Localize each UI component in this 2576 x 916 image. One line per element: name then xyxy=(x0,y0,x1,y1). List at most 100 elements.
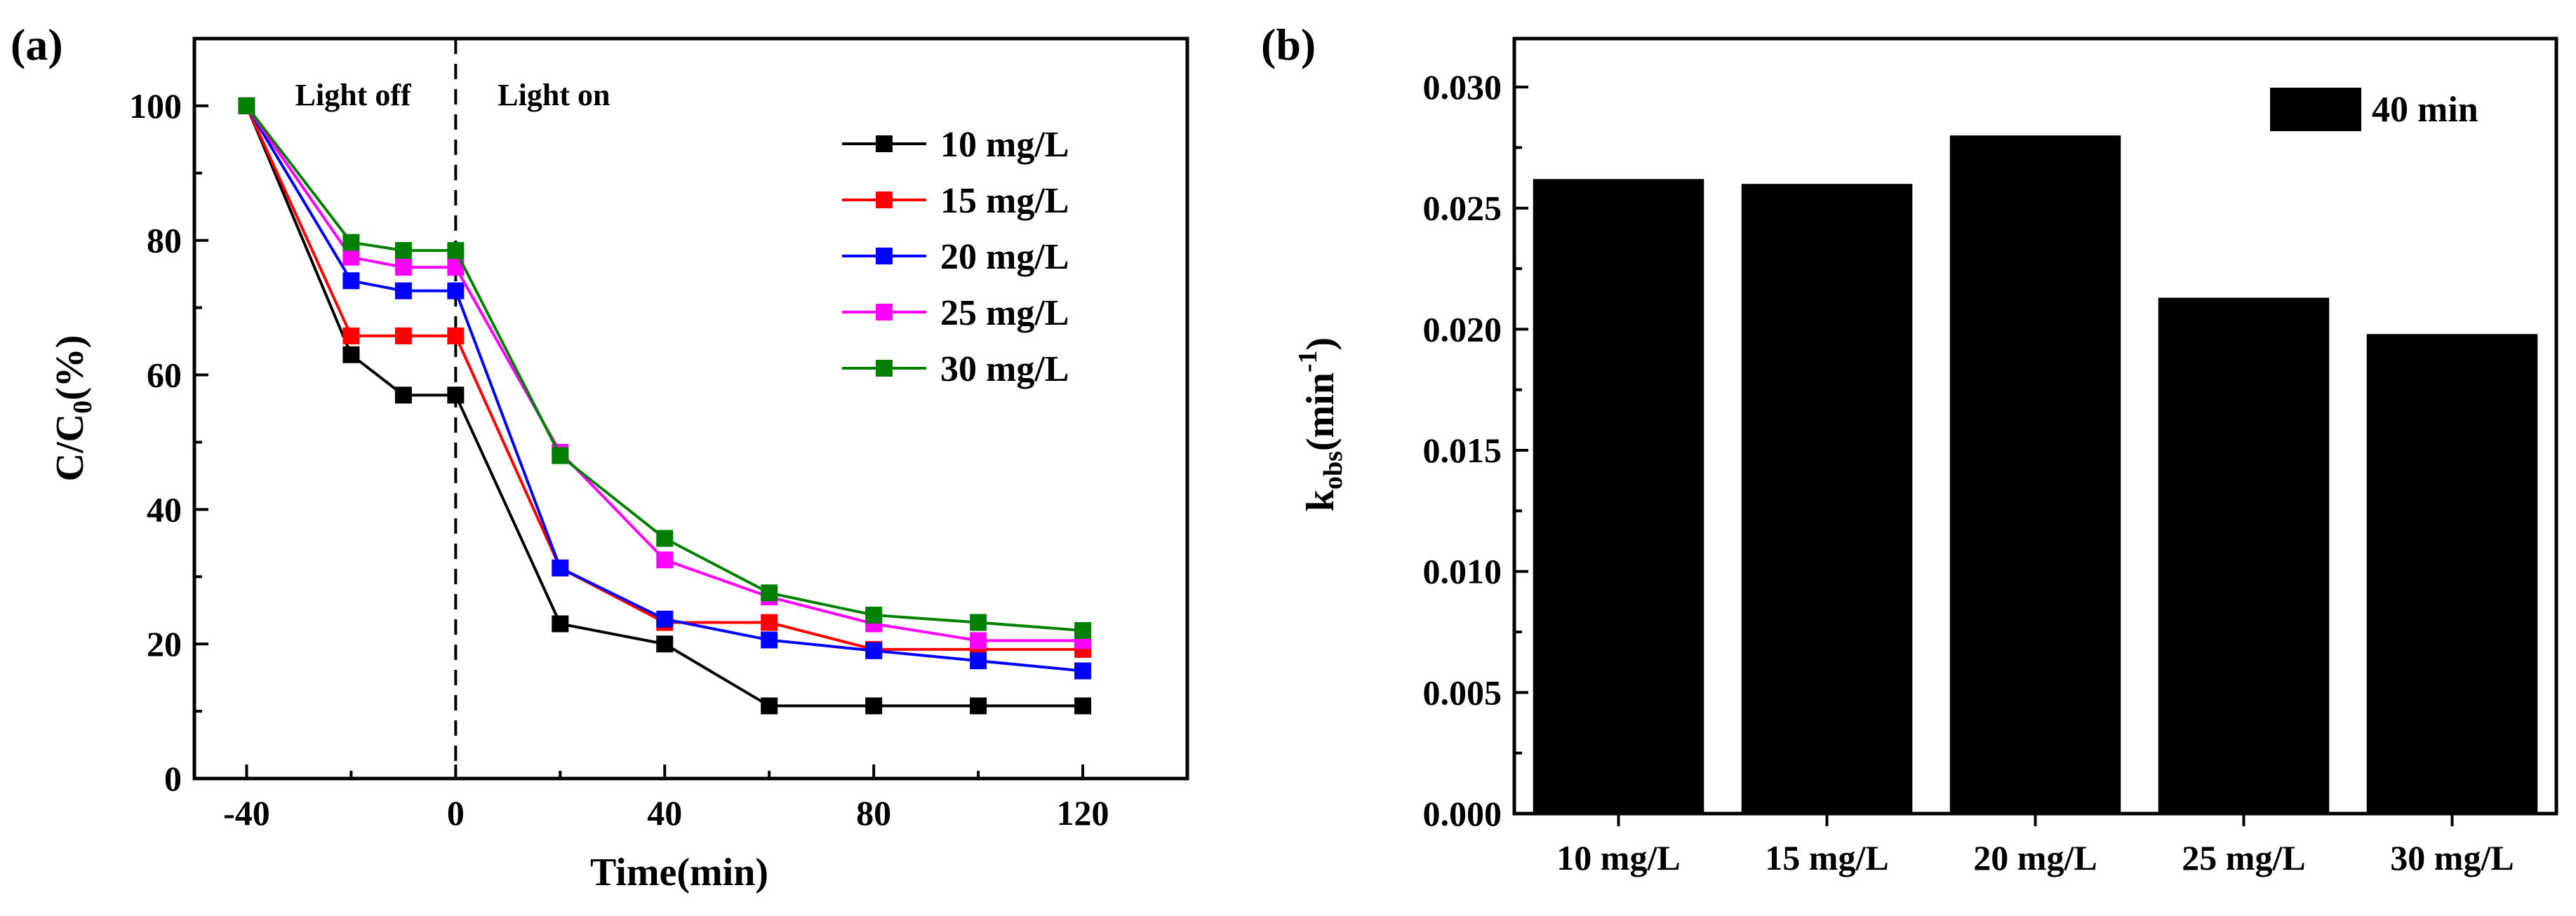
legend-label: 20 mg/L xyxy=(940,237,1069,277)
bar-group xyxy=(1533,135,2538,814)
bar xyxy=(2158,297,2330,814)
y-tick-label-a: 0 xyxy=(164,759,182,798)
data-point xyxy=(342,248,360,266)
y-tick-label-a: 100 xyxy=(129,86,182,126)
legend-swatch-marker xyxy=(876,248,893,264)
data-point xyxy=(656,551,674,569)
y-tick-label-b: 0.000 xyxy=(1423,794,1502,833)
data-point xyxy=(552,615,569,633)
data-point xyxy=(761,697,778,715)
legend-label: 10 mg/L xyxy=(940,125,1069,165)
x-axis-ticks-a: -40 0 40 80 120 xyxy=(223,765,1109,833)
bar-chart-panel-b: (b) 0.0000.0050.0100.0150.0200.0250.030 … xyxy=(1261,20,2558,877)
y-axis-title-b-tail: (min xyxy=(1299,372,1342,451)
data-point xyxy=(342,272,360,290)
x-tick-label-b: 10 mg/L xyxy=(1556,838,1680,877)
data-point xyxy=(394,242,412,260)
data-point xyxy=(447,386,465,404)
data-point xyxy=(761,614,778,631)
bar xyxy=(1533,179,1704,814)
x-tick-label-a: 80 xyxy=(856,793,891,833)
data-point xyxy=(552,447,569,464)
y-tick-label-a: 60 xyxy=(147,356,182,395)
y-tick-label-a: 40 xyxy=(147,490,182,529)
data-point xyxy=(342,346,360,363)
data-point xyxy=(342,234,360,251)
y-tick-label-b: 0.010 xyxy=(1423,552,1502,591)
x-axis-title-a: Time(min) xyxy=(590,851,768,894)
x-axis-ticks-b: 10 mg/L 15 mg/L 20 mg/L 25 mg/L 30 mg/L xyxy=(1556,814,2514,877)
legend-label: 30 mg/L xyxy=(940,349,1069,389)
light-off-annotation: Light off xyxy=(295,78,412,112)
y-axis-title-b-sub: obs xyxy=(1319,451,1348,490)
data-point xyxy=(970,614,987,631)
y-axis-title-a-tail: (%) xyxy=(48,335,92,400)
series-line xyxy=(245,105,1083,632)
data-point xyxy=(238,97,255,114)
data-point xyxy=(447,242,465,260)
data-point xyxy=(447,282,465,299)
data-point xyxy=(1074,622,1092,639)
x-tick-label-b: 20 mg/L xyxy=(1973,838,2097,877)
x-tick-label-a: -40 xyxy=(223,793,270,833)
y-axis-title-b-sup: -1 xyxy=(1293,350,1323,372)
x-tick-label-a: 120 xyxy=(1057,793,1109,833)
data-point xyxy=(865,642,883,659)
y-axis-title-a-main: C/C xyxy=(48,414,92,481)
data-point xyxy=(394,386,412,404)
y-tick-label-a: 20 xyxy=(147,624,182,664)
legend-label: 25 mg/L xyxy=(940,293,1069,333)
data-point xyxy=(447,327,465,344)
light-on-annotation: Light on xyxy=(498,78,610,112)
legend-swatch-marker xyxy=(876,304,893,321)
series-line xyxy=(245,105,1083,642)
data-point xyxy=(970,697,987,715)
data-point xyxy=(656,610,674,628)
legend-b: 40 min xyxy=(2270,88,2478,131)
legend-label: 40 min xyxy=(2372,90,2478,130)
series-line xyxy=(245,105,1083,708)
y-axis-title-b-close: ) xyxy=(1299,337,1342,351)
y-tick-label-b: 0.025 xyxy=(1423,189,1502,228)
y-tick-label-b: 0.020 xyxy=(1423,309,1502,349)
x-tick-label-b: 25 mg/L xyxy=(2182,838,2305,877)
panel-label-b: (b) xyxy=(1261,20,1316,69)
data-point xyxy=(342,327,360,344)
y-axis-title-a: C/C0(%) xyxy=(48,335,98,482)
data-point xyxy=(865,606,883,624)
series-line xyxy=(245,105,1083,673)
data-point xyxy=(552,559,569,577)
data-point xyxy=(1074,662,1092,680)
y-axis-title-a-sub: 0 xyxy=(68,400,98,414)
x-tick-label-a: 0 xyxy=(447,793,465,833)
data-point xyxy=(761,584,778,602)
legend-swatch-marker xyxy=(876,191,893,208)
line-series-group xyxy=(238,97,1092,715)
bar xyxy=(1741,184,1913,814)
panel-label-a: (a) xyxy=(11,20,63,69)
legend-swatch-marker xyxy=(876,135,893,152)
y-tick-label-b: 0.030 xyxy=(1423,67,1502,107)
data-point xyxy=(394,282,412,299)
x-tick-label-a: 40 xyxy=(647,793,682,833)
data-point xyxy=(865,697,883,715)
data-point xyxy=(394,259,412,276)
series-25-mg-l xyxy=(238,97,1092,649)
bar xyxy=(1949,135,2121,814)
data-point xyxy=(970,632,987,649)
y-tick-label-a: 80 xyxy=(147,221,182,260)
legend-swatch-marker xyxy=(876,360,893,377)
data-point xyxy=(761,631,778,649)
bar xyxy=(2366,334,2538,814)
plot-frame-b xyxy=(1512,36,2558,816)
x-tick-label-b: 15 mg/L xyxy=(1765,838,1888,877)
series-30-mg-l xyxy=(238,97,1092,639)
y-tick-label-b: 0.015 xyxy=(1423,431,1502,470)
legend-a: 10 mg/L 15 mg/L 20 mg/L 25 mg/L 30 mg/L xyxy=(842,125,1069,389)
data-point xyxy=(394,327,412,344)
x-tick-label-b: 30 mg/L xyxy=(2390,838,2514,877)
data-point xyxy=(970,652,987,670)
legend-label: 15 mg/L xyxy=(940,181,1069,221)
data-point xyxy=(656,530,674,547)
y-axis-ticks-a: 0 20 40 60 80 100 xyxy=(129,86,208,798)
